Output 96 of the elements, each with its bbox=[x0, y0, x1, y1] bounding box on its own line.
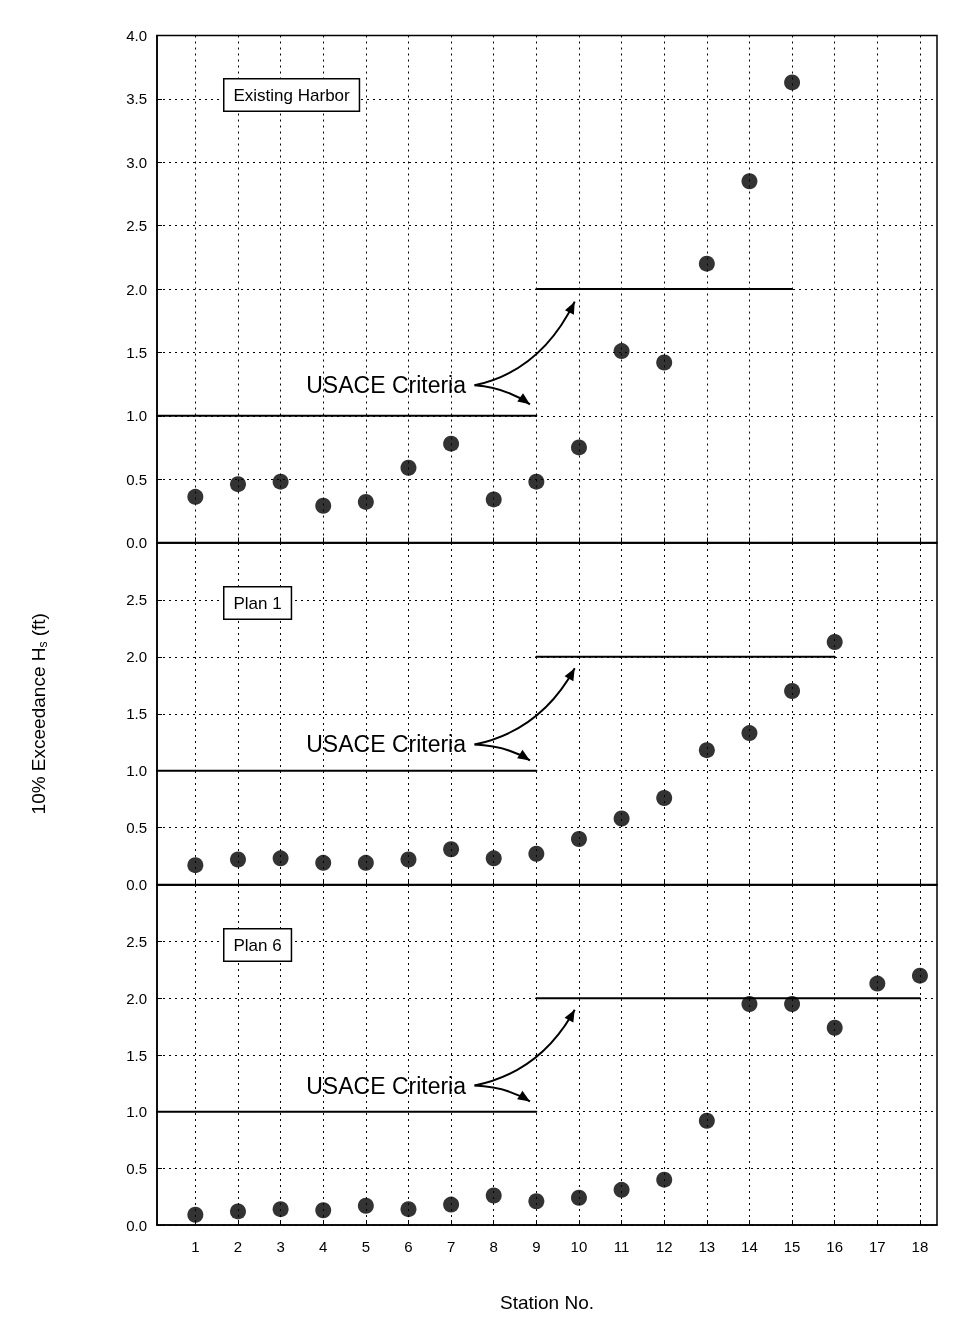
point bbox=[230, 476, 246, 493]
x-axis-title: Station No. bbox=[500, 1292, 594, 1313]
y-tick-label: 1.0 bbox=[126, 762, 147, 780]
x-tick-label: 15 bbox=[783, 1238, 801, 1255]
x-tick-label: 2 bbox=[233, 1238, 243, 1255]
point bbox=[570, 830, 587, 847]
x-tick-label: 16 bbox=[826, 1238, 844, 1255]
point bbox=[187, 1206, 204, 1223]
point bbox=[400, 1201, 417, 1218]
point bbox=[443, 841, 460, 858]
y-tick-label: 0.0 bbox=[126, 876, 147, 893]
y-tick-label: 4.0 bbox=[126, 27, 147, 44]
x-tick-label: 11 bbox=[613, 1238, 630, 1255]
point bbox=[272, 473, 289, 490]
y-tick-label: 2.5 bbox=[126, 217, 147, 235]
point bbox=[656, 789, 673, 806]
annotation: Plan 1 bbox=[233, 593, 282, 613]
point bbox=[826, 1019, 843, 1036]
x-tick-label: 8 bbox=[489, 1238, 498, 1255]
point bbox=[315, 497, 332, 514]
annotation: USACE Criteria bbox=[306, 731, 467, 758]
y-tick-label: 0.5 bbox=[126, 1159, 147, 1177]
point bbox=[741, 725, 758, 742]
y-tick-label: 2.0 bbox=[126, 280, 147, 298]
point bbox=[187, 857, 204, 874]
point bbox=[698, 742, 715, 759]
point bbox=[570, 1189, 587, 1206]
point bbox=[613, 343, 630, 360]
point bbox=[485, 491, 502, 508]
point bbox=[357, 854, 374, 871]
y-tick-label: 1.0 bbox=[126, 1103, 147, 1121]
y-tick-label: 1.5 bbox=[126, 1046, 147, 1064]
point bbox=[784, 682, 801, 699]
annotation: USACE Criteria bbox=[306, 1072, 467, 1099]
point bbox=[784, 996, 801, 1012]
y-tick-label: 0.0 bbox=[126, 534, 147, 551]
x-tick-label: 18 bbox=[911, 1238, 929, 1255]
point bbox=[443, 435, 460, 452]
point bbox=[911, 967, 928, 984]
x-tick-label: 9 bbox=[532, 1238, 541, 1255]
point bbox=[656, 354, 673, 371]
x-tick-label: 5 bbox=[361, 1238, 371, 1255]
point bbox=[230, 1203, 246, 1220]
point bbox=[741, 173, 758, 190]
point bbox=[400, 851, 417, 868]
point bbox=[741, 996, 758, 1012]
point bbox=[784, 74, 801, 91]
y-tick-label: 1.5 bbox=[126, 343, 147, 361]
annotation: Existing Harbor bbox=[233, 85, 351, 105]
x-tick-label: 6 bbox=[404, 1238, 413, 1255]
point bbox=[272, 850, 289, 867]
x-tick-label: 3 bbox=[276, 1238, 285, 1255]
x-tick-label: 13 bbox=[698, 1238, 716, 1255]
y-tick-label: 1.5 bbox=[126, 705, 147, 723]
point bbox=[698, 1112, 715, 1129]
point bbox=[357, 493, 374, 510]
annotation: USACE Criteria bbox=[306, 372, 467, 399]
point bbox=[315, 1202, 332, 1219]
point bbox=[528, 1193, 545, 1210]
y-tick-label: 3.0 bbox=[126, 153, 147, 171]
x-tick-label: 12 bbox=[655, 1238, 673, 1255]
point bbox=[570, 439, 587, 456]
point bbox=[826, 634, 843, 651]
y-tick-label: 2.0 bbox=[126, 648, 147, 666]
point bbox=[443, 1196, 460, 1213]
point bbox=[485, 1187, 502, 1204]
point bbox=[272, 1201, 289, 1218]
point bbox=[528, 473, 545, 490]
y-tick-label: 0.5 bbox=[126, 470, 147, 488]
point bbox=[528, 845, 545, 862]
x-tick-label: 17 bbox=[868, 1238, 886, 1255]
y-tick-label: 1.0 bbox=[126, 407, 147, 425]
y-tick-label: 2.5 bbox=[126, 933, 147, 951]
x-tick-label: 10 bbox=[570, 1238, 588, 1255]
point bbox=[613, 1181, 630, 1198]
x-tick-label: 4 bbox=[319, 1238, 328, 1255]
x-tick-label: 14 bbox=[741, 1238, 758, 1255]
y-tick-label: 0.5 bbox=[126, 819, 147, 837]
y-tick-label: 2.0 bbox=[126, 989, 147, 1007]
point bbox=[485, 850, 502, 867]
point bbox=[698, 255, 715, 272]
point bbox=[187, 488, 204, 505]
y-tick-label: 2.5 bbox=[126, 591, 147, 609]
point bbox=[315, 854, 332, 871]
point bbox=[400, 459, 417, 476]
y-tick-label: 3.5 bbox=[126, 90, 147, 108]
x-tick-label: 7 bbox=[446, 1238, 456, 1255]
x-tick-label: 1 bbox=[191, 1238, 200, 1255]
point bbox=[613, 810, 630, 827]
point bbox=[357, 1197, 374, 1214]
point bbox=[869, 975, 886, 992]
point bbox=[230, 851, 246, 868]
point bbox=[656, 1171, 673, 1188]
y-axis-title: 10% Exceedance Hs (ft) bbox=[27, 613, 50, 815]
annotation: Plan 6 bbox=[233, 935, 282, 955]
y-tick-label: 0.0 bbox=[126, 1216, 147, 1234]
